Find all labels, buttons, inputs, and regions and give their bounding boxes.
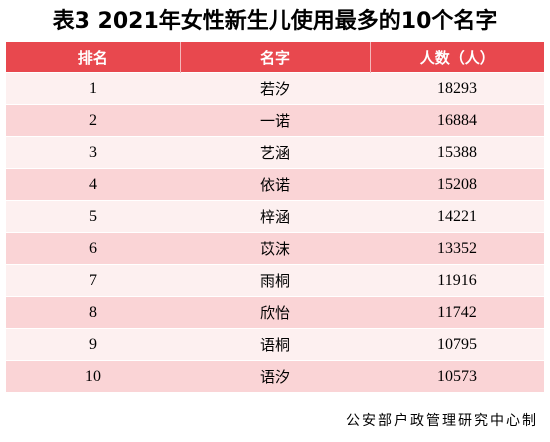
table-row: 3 艺涵 15388 (6, 136, 544, 169)
count-cell: 10573 (370, 360, 544, 392)
table-body: 1 若汐 18293 2 一诺 16884 3 艺涵 15388 4 依诺 15208 5 梓涵 14221… (6, 72, 544, 392)
name-cell: 依诺 (180, 168, 370, 201)
rank-cell: 6 (6, 232, 180, 265)
table-row: 1 若汐 18293 (6, 72, 544, 105)
count-cell: 15208 (370, 168, 544, 201)
count-cell: 11916 (370, 264, 544, 297)
names-table: 排名 名字 人数（人） 1 若汐 18293 2 一诺 16884 3 艺涵 15388 4 依诺 1… (6, 42, 544, 392)
count-cell: 16884 (370, 104, 544, 137)
name-cell: 艺涵 (180, 136, 370, 169)
header-rank: 排名 (6, 42, 181, 73)
table-row: 6 苡沫 13352 (6, 232, 544, 265)
source-note: 公安部户政管理研究中心制 (346, 413, 538, 429)
table-row: 4 依诺 15208 (6, 168, 544, 201)
count-cell: 15388 (370, 136, 544, 169)
rank-cell: 3 (6, 136, 180, 169)
count-cell: 14221 (370, 200, 544, 233)
table-header-row: 排名 名字 人数（人） (6, 42, 544, 73)
name-cell: 苡沫 (180, 232, 370, 265)
rank-cell: 7 (6, 264, 180, 297)
rank-cell: 9 (6, 328, 180, 361)
table-row: 9 语桐 10795 (6, 328, 544, 361)
name-cell: 梓涵 (180, 200, 370, 233)
count-cell: 10795 (370, 328, 544, 361)
header-name: 名字 (180, 42, 371, 73)
name-cell: 一诺 (180, 104, 370, 137)
name-cell: 若汐 (180, 72, 370, 105)
name-cell: 语汐 (180, 360, 370, 392)
table-row: 5 梓涵 14221 (6, 200, 544, 233)
count-cell: 13352 (370, 232, 544, 265)
table-row: 2 一诺 16884 (6, 104, 544, 137)
chart-title: 表3 2021年女性新生儿使用最多的10个名字 (52, 9, 498, 34)
count-cell: 11742 (370, 296, 544, 329)
rank-cell: 4 (6, 168, 180, 201)
header-count: 人数（人） (370, 42, 544, 73)
rank-cell: 10 (6, 360, 180, 392)
name-cell: 语桐 (180, 328, 370, 361)
table-row: 10 语汐 10573 (6, 360, 544, 392)
name-cell: 欣怡 (180, 296, 370, 329)
rank-cell: 2 (6, 104, 180, 137)
rank-cell: 8 (6, 296, 180, 329)
table-row: 7 雨桐 11916 (6, 264, 544, 297)
rank-cell: 1 (6, 72, 180, 105)
table-row: 8 欣怡 11742 (6, 296, 544, 329)
rank-cell: 5 (6, 200, 180, 233)
count-cell: 18293 (370, 72, 544, 105)
name-cell: 雨桐 (180, 264, 370, 297)
